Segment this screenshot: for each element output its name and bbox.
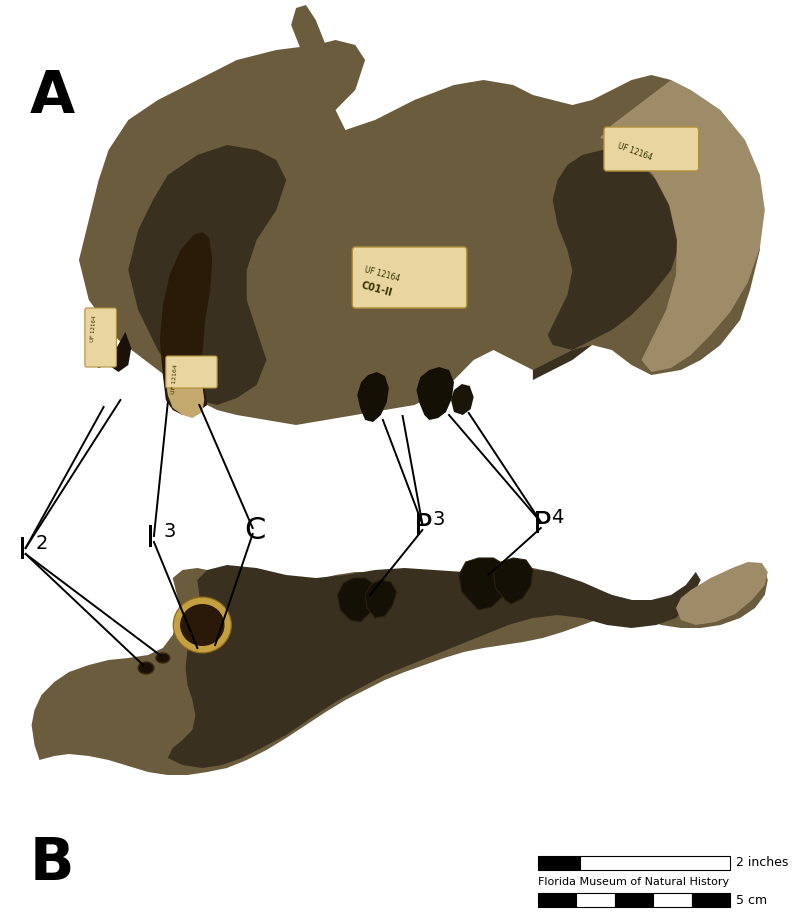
Polygon shape: [291, 5, 326, 55]
Polygon shape: [600, 80, 765, 372]
FancyBboxPatch shape: [352, 247, 466, 308]
Text: UF 12164: UF 12164: [363, 265, 401, 283]
Polygon shape: [166, 358, 204, 418]
Polygon shape: [79, 40, 760, 425]
Polygon shape: [168, 565, 701, 768]
Ellipse shape: [174, 597, 231, 652]
Bar: [538, 893, 576, 907]
Polygon shape: [459, 558, 508, 610]
Text: A: A: [30, 68, 74, 125]
Bar: [538, 856, 580, 870]
Text: 3: 3: [432, 510, 445, 529]
Ellipse shape: [156, 653, 170, 663]
FancyBboxPatch shape: [166, 356, 217, 388]
Polygon shape: [338, 578, 377, 622]
Polygon shape: [494, 558, 533, 604]
Text: 4: 4: [550, 508, 563, 527]
Polygon shape: [31, 565, 768, 775]
Text: UF 12164: UF 12164: [90, 315, 97, 342]
Polygon shape: [358, 372, 389, 422]
Text: UF 12164: UF 12164: [617, 142, 654, 162]
Text: Florida Museum of Natural History: Florida Museum of Natural History: [538, 877, 729, 887]
Polygon shape: [676, 562, 768, 625]
Text: 2: 2: [35, 534, 48, 553]
Bar: [692, 893, 730, 907]
Text: I: I: [18, 536, 26, 565]
Bar: [576, 893, 615, 907]
Text: C: C: [245, 516, 266, 545]
Text: 2 inches: 2 inches: [736, 856, 789, 869]
Bar: [580, 856, 730, 870]
Bar: [654, 893, 692, 907]
Polygon shape: [451, 384, 474, 415]
Polygon shape: [417, 367, 454, 420]
Polygon shape: [160, 232, 212, 415]
Text: 5 cm: 5 cm: [736, 893, 767, 907]
Text: 3: 3: [164, 522, 176, 541]
Text: P: P: [414, 512, 433, 541]
Ellipse shape: [180, 604, 225, 646]
Text: P: P: [533, 510, 551, 539]
Polygon shape: [533, 150, 681, 380]
Polygon shape: [365, 580, 397, 618]
Text: UF 12164: UF 12164: [170, 364, 178, 394]
Text: B: B: [30, 835, 74, 892]
Bar: [615, 893, 654, 907]
Text: I: I: [146, 524, 155, 553]
FancyBboxPatch shape: [85, 308, 117, 367]
Polygon shape: [89, 330, 110, 368]
FancyBboxPatch shape: [604, 127, 698, 171]
Text: C01-II: C01-II: [360, 280, 394, 298]
Ellipse shape: [138, 662, 154, 674]
Polygon shape: [109, 332, 131, 372]
Polygon shape: [128, 145, 286, 405]
